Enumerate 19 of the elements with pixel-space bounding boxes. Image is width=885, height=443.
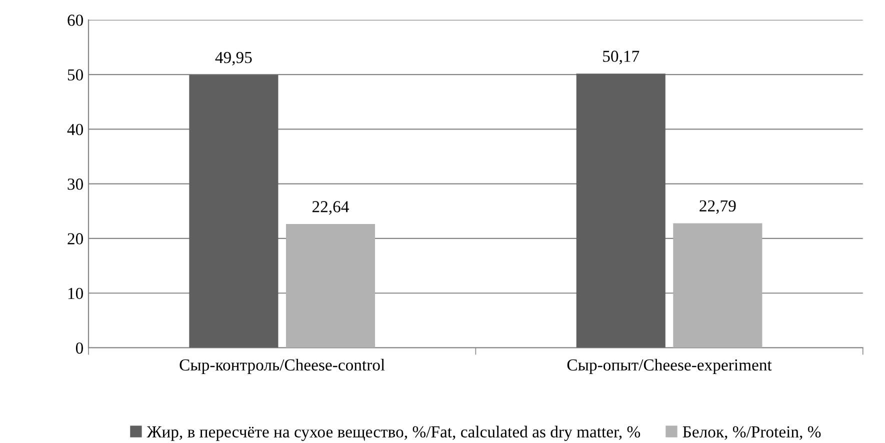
y-tick-label: 30 [68, 178, 84, 190]
bar [673, 223, 762, 348]
bar [189, 74, 278, 348]
data-label: 22,79 [700, 200, 736, 214]
bar [286, 224, 376, 348]
y-tick-label: 20 [68, 233, 84, 244]
x-tick-label: Сыр-опыт/Cheese-experiment [567, 358, 772, 374]
data-label: 49,95 [215, 52, 252, 66]
y-tick-label: 0 [76, 342, 84, 354]
data-label: 50,17 [603, 50, 640, 64]
y-tick-label: 40 [67, 124, 84, 136]
y-tick-label: 60 [68, 14, 84, 26]
bar [576, 74, 666, 348]
data-label: 22,64 [312, 201, 349, 215]
legend-label: Белок, %/Protein, % [682, 426, 821, 440]
y-tick-label: 10 [68, 288, 84, 300]
legend-label: Жир, в пересчёте на сухое вещество, %/Fat, calculated as dry matter, % [146, 426, 640, 441]
x-tick-label: Сыр-контроль/Cheese-control [180, 358, 385, 374]
y-tick-label: 50 [68, 69, 84, 81]
